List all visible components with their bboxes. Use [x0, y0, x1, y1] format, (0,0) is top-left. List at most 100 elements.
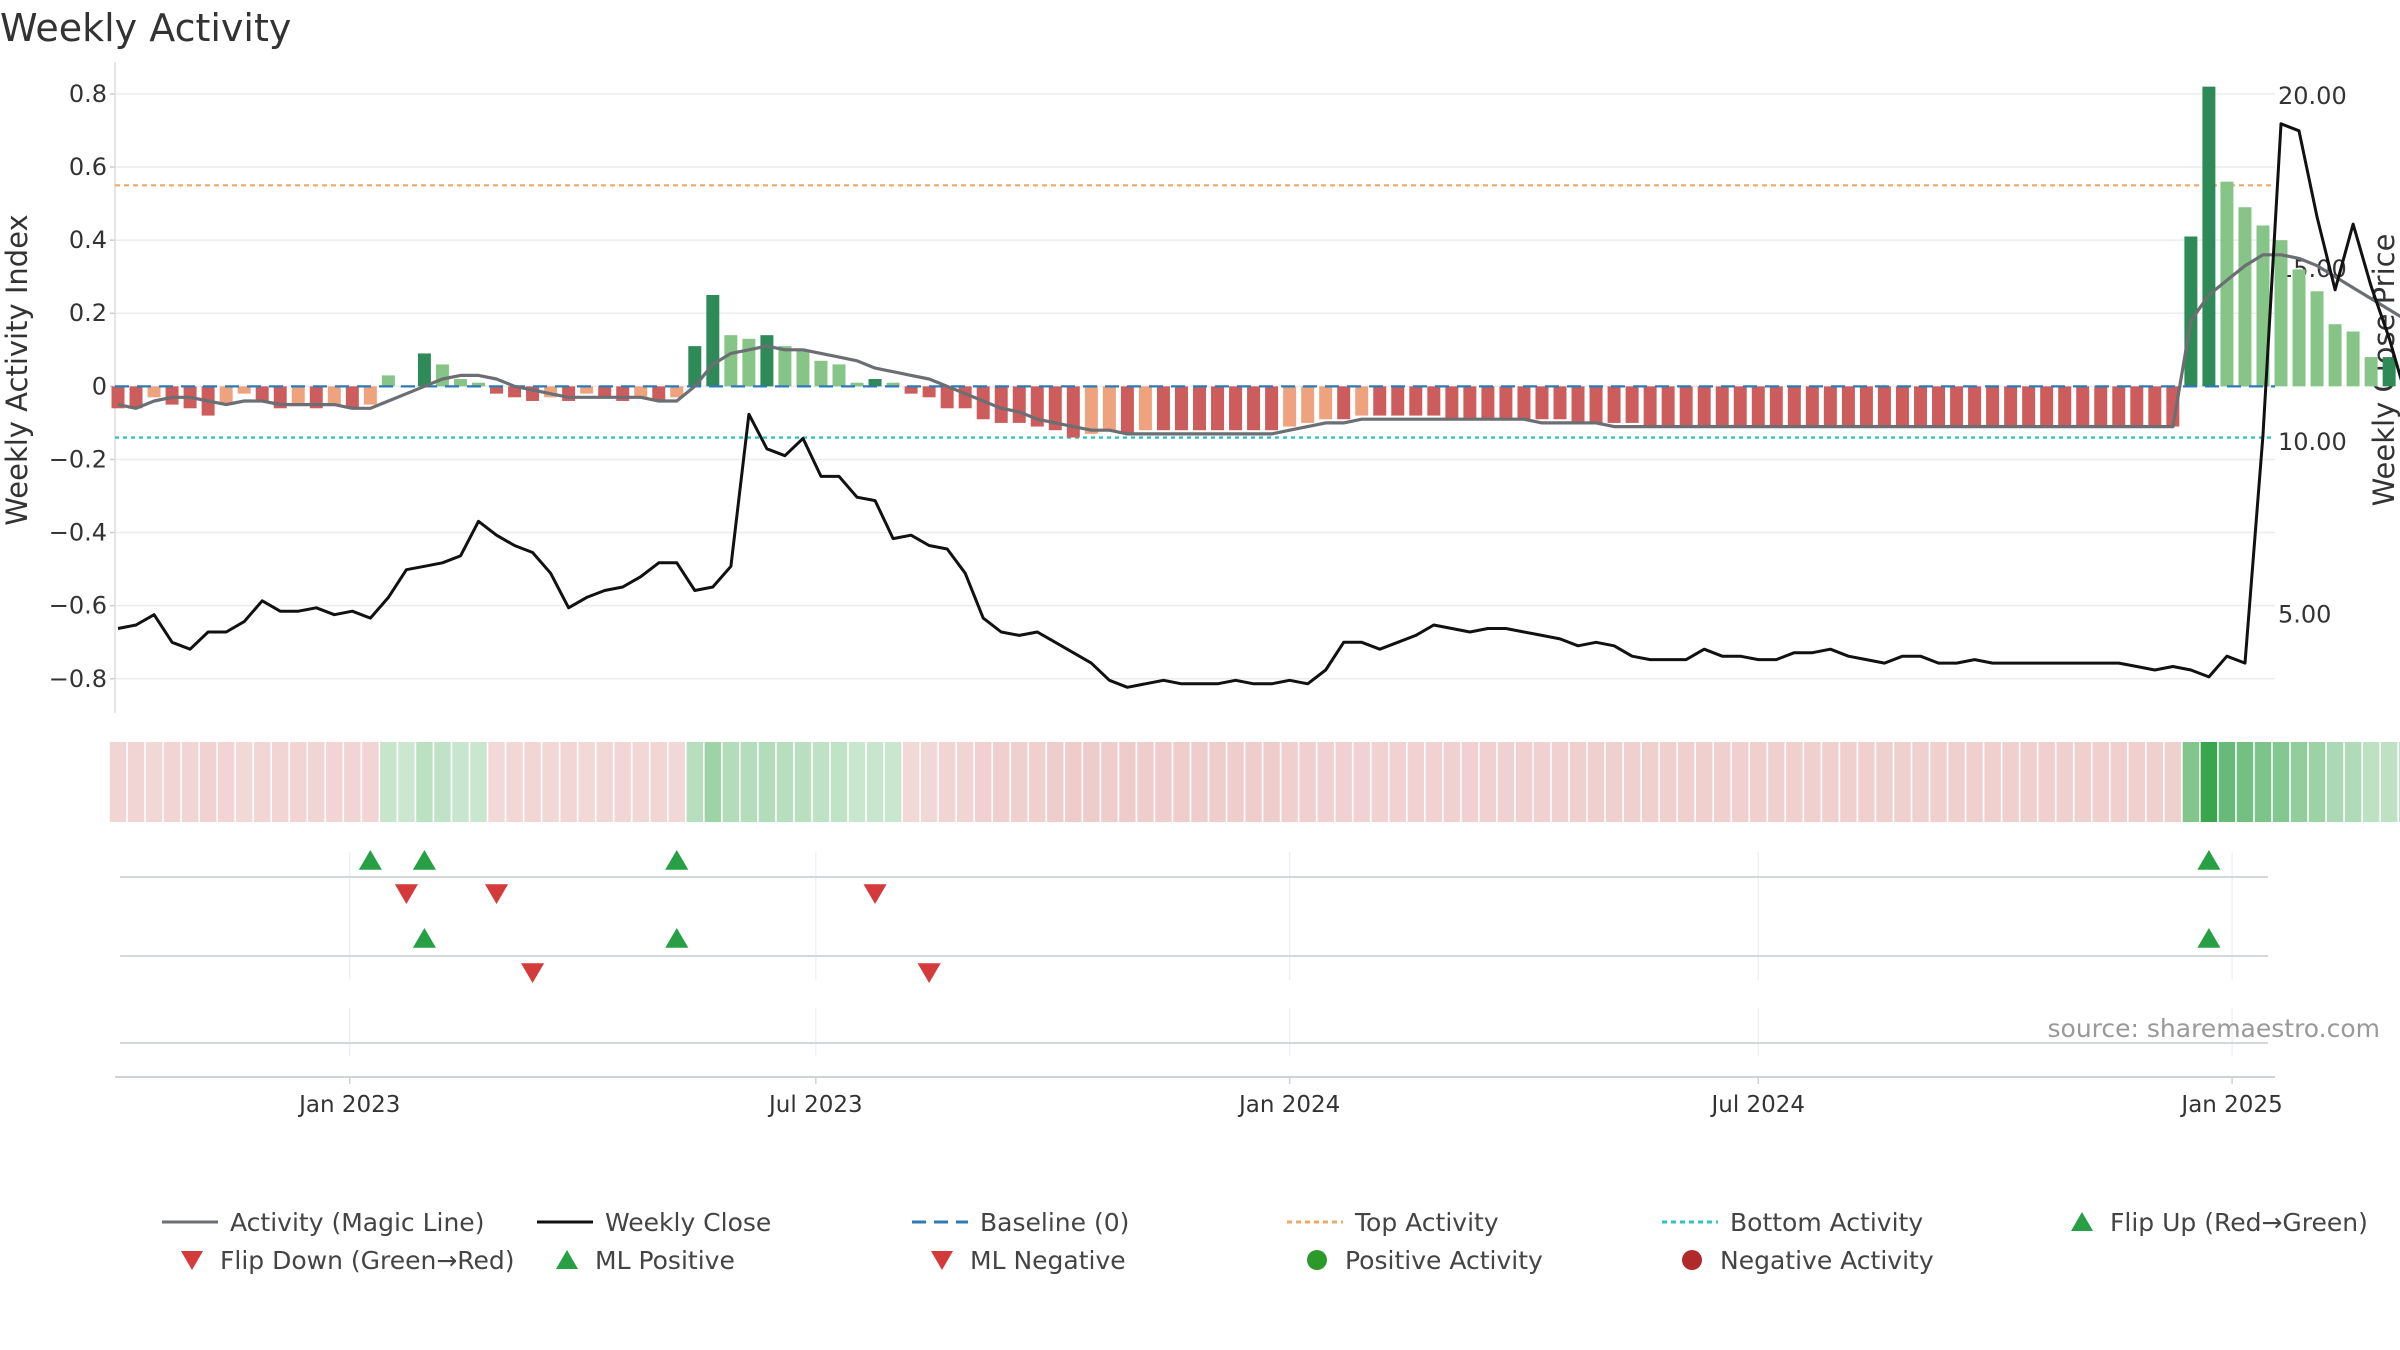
- activity-bar: [958, 386, 972, 409]
- heat-cell: [272, 742, 289, 822]
- activity-bar: [922, 386, 936, 398]
- activity-bar: [111, 386, 125, 409]
- heat-cell: [2128, 742, 2146, 822]
- heat-cell: [1641, 742, 1659, 822]
- flip-up-marker: [2197, 850, 2221, 870]
- activity-bar: [1877, 386, 1891, 427]
- legend-swatch: [931, 1251, 953, 1270]
- heat-cell: [920, 742, 938, 822]
- activity-bar: [2346, 331, 2360, 387]
- heat-cell: [398, 742, 415, 822]
- heat-cell: [1065, 742, 1082, 822]
- flip-up-marker: [665, 850, 689, 870]
- heat-cell: [488, 742, 505, 822]
- flip-up-marker: [412, 850, 436, 870]
- activity-bar: [1247, 386, 1261, 431]
- heat-cell: [1497, 742, 1515, 822]
- activity-bar: [1859, 386, 1873, 427]
- y-tick-label: −0.8: [49, 665, 107, 693]
- heat-cell: [1966, 742, 1983, 822]
- magic-line-series: [117, 253, 2400, 436]
- activity-bar: [2328, 324, 2342, 387]
- heat-cell: [2254, 742, 2272, 822]
- heat-cell: [542, 742, 559, 822]
- heat-cell: [2074, 742, 2091, 822]
- activity-bar: [2238, 207, 2252, 387]
- activity-bar: [1986, 386, 2000, 427]
- activity-bar: [778, 346, 792, 387]
- activity-bar: [1373, 386, 1387, 416]
- heat-cell: [578, 742, 595, 822]
- heat-cell: [1605, 742, 1623, 822]
- heat-cell: [1551, 742, 1569, 822]
- activity-bar: [1211, 386, 1225, 431]
- activity-bar: [1553, 386, 1567, 420]
- activity-bar: [2004, 386, 2018, 427]
- legend-swatch: [1662, 1220, 1718, 1224]
- heat-cell: [668, 742, 685, 822]
- heat-cell: [1191, 742, 1208, 822]
- heat-cell: [109, 742, 127, 822]
- heat-cell: [308, 742, 325, 822]
- signal-lanes: [120, 852, 2268, 1056]
- activity-bar: [814, 360, 828, 387]
- activity-bar: [1643, 386, 1657, 427]
- activity-bar: [1787, 386, 1801, 427]
- heat-cell: [1227, 742, 1244, 822]
- y-tick-label: −0.4: [49, 519, 107, 547]
- activity-bar: [1535, 386, 1549, 420]
- heat-cell: [758, 742, 776, 822]
- activity-bar: [1066, 386, 1080, 438]
- activity-bar: [1499, 386, 1513, 420]
- heat-cell: [884, 742, 902, 822]
- heat-cell: [416, 742, 433, 822]
- heat-cell: [434, 742, 451, 822]
- legend-label: Top Activity: [1355, 1207, 1499, 1237]
- legend-item: Activity (Magic Line): [160, 1204, 484, 1240]
- heat-cell: [2362, 742, 2380, 822]
- ml-positive-marker: [2197, 928, 2221, 948]
- legend-swatch: [1307, 1250, 1327, 1270]
- heat-cell: [974, 742, 992, 822]
- activity-bar: [1156, 386, 1170, 431]
- heat-cell: [632, 742, 649, 822]
- activity-bar: [1571, 386, 1585, 423]
- legend-label: Flip Up (Red→Green): [2110, 1207, 2368, 1237]
- activity-bar: [345, 386, 359, 409]
- activity-bar: [652, 386, 666, 401]
- heat-cell: [1119, 742, 1136, 822]
- heat-cell: [1804, 742, 1821, 822]
- legend-item: Positive Activity: [1305, 1242, 1543, 1278]
- activity-bar: [219, 386, 233, 405]
- activity-bar: [1301, 386, 1315, 423]
- heat-cell: [1281, 742, 1298, 822]
- legend-item: Baseline (0): [910, 1204, 1129, 1240]
- heat-cell: [2056, 742, 2073, 822]
- activity-bar: [490, 386, 504, 394]
- heat-cell: [1389, 742, 1406, 822]
- y2-tick-label: 10.00: [2278, 428, 2347, 456]
- flip-down-marker: [863, 884, 887, 904]
- legend-item: Flip Down (Green→Red): [180, 1242, 515, 1278]
- heat-cell: [704, 742, 722, 822]
- activity-bar: [742, 338, 756, 387]
- heat-cell: [127, 742, 145, 822]
- activity-bar: [2130, 386, 2144, 427]
- heat-cell: [452, 742, 469, 822]
- heat-cell: [1677, 742, 1695, 822]
- y-tick-label: 0.2: [69, 299, 107, 327]
- activity-bar: [580, 386, 594, 394]
- legend-item: ML Positive: [555, 1242, 735, 1278]
- legend-label: Positive Activity: [1345, 1245, 1543, 1275]
- heat-cell: [1912, 742, 1929, 822]
- activity-bar: [1679, 386, 1693, 427]
- heat-cell: [830, 742, 848, 822]
- ml-positive-marker: [412, 928, 436, 948]
- heat-cell: [2110, 742, 2127, 822]
- heat-cell: [145, 742, 163, 822]
- activity-bar: [1823, 386, 1837, 427]
- page-title: Weekly Activity: [0, 6, 292, 50]
- x-tick-label: Jan 2025: [2179, 1092, 2282, 1118]
- activity-bar: [688, 346, 702, 387]
- heat-cell: [1425, 742, 1443, 822]
